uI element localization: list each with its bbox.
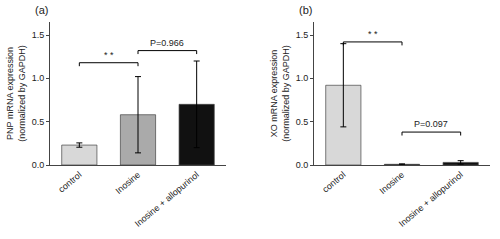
svg-text:1.0: 1.0 [296, 73, 309, 83]
svg-text:P=0.966: P=0.966 [150, 38, 184, 48]
svg-text:control: control [320, 170, 347, 195]
svg-text:0.5: 0.5 [32, 117, 45, 127]
svg-text:1.5: 1.5 [32, 30, 45, 40]
svg-text:control: control [56, 170, 83, 195]
svg-text:P=0.097: P=0.097 [414, 119, 448, 129]
svg-text:(a): (a) [35, 4, 48, 16]
svg-text:XO mRNA expression(normalized: XO mRNA expression(normalized by GAPDH) [269, 45, 291, 142]
svg-text:(b): (b) [299, 4, 312, 16]
svg-text:Inosine + allopurinol: Inosine + allopurinol [397, 170, 465, 229]
svg-text:1.5: 1.5 [296, 30, 309, 40]
svg-text:0.0: 0.0 [296, 160, 309, 170]
svg-text:* *: * * [104, 50, 114, 60]
svg-text:0.0: 0.0 [32, 160, 45, 170]
svg-text:PNP mRNA expression(normalized: PNP mRNA expression(normalized by GAPDH) [5, 45, 27, 142]
svg-text:* *: * * [368, 29, 378, 39]
svg-text:1.0: 1.0 [32, 73, 45, 83]
svg-text:Inosine: Inosine [378, 170, 407, 196]
svg-text:Inosine: Inosine [114, 170, 143, 196]
svg-text:Inosine + allopurinol: Inosine + allopurinol [133, 170, 201, 229]
svg-text:0.5: 0.5 [296, 117, 309, 127]
